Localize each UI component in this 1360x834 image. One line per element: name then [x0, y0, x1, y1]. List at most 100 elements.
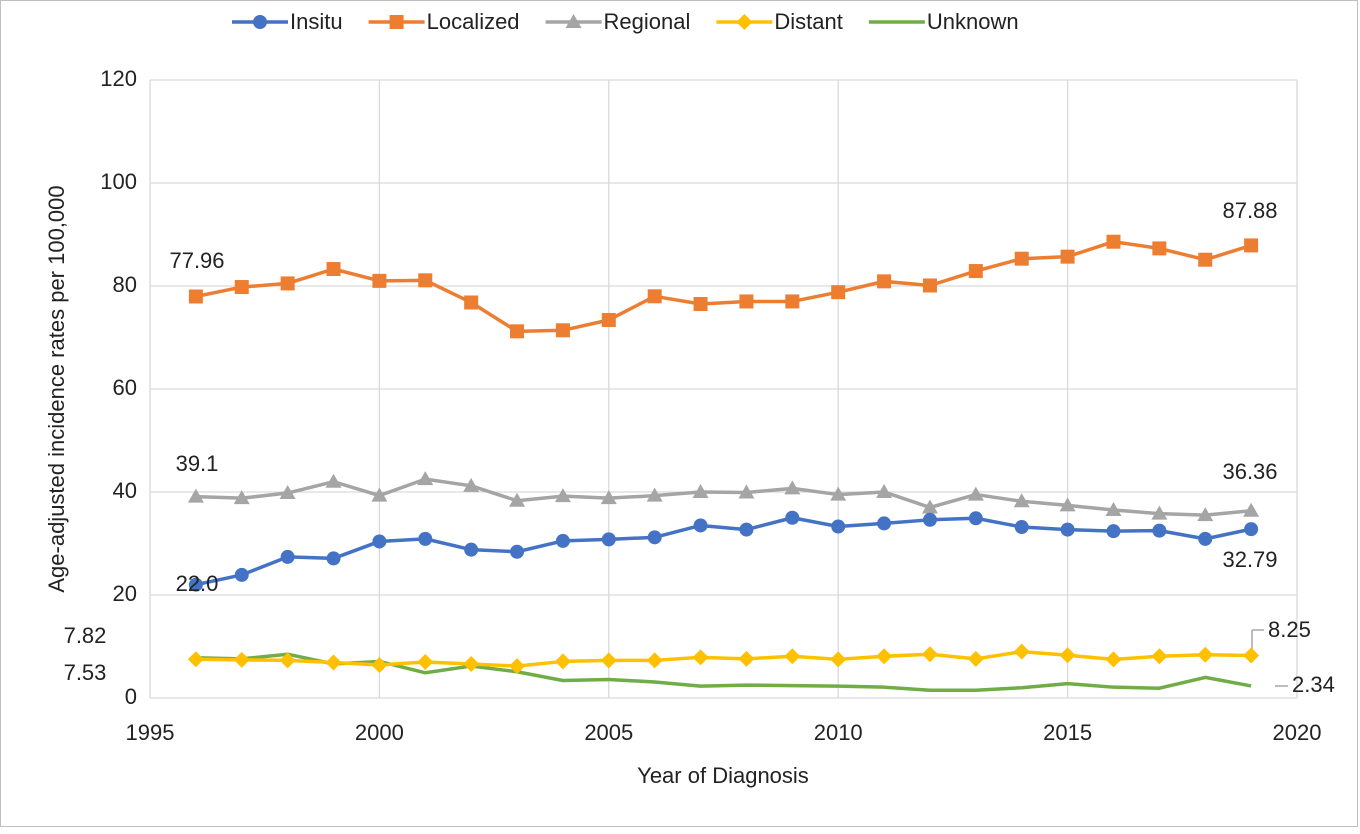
marker — [600, 652, 617, 669]
marker — [554, 653, 571, 670]
y-tick-label: 100 — [100, 169, 137, 194]
x-tick-label: 2015 — [1043, 720, 1092, 745]
marker — [234, 567, 249, 582]
series-line — [195, 477, 1252, 517]
marker — [1013, 493, 1030, 508]
marker — [371, 657, 388, 674]
marker — [253, 15, 267, 29]
marker — [646, 487, 663, 502]
marker — [1106, 524, 1121, 539]
marker — [554, 488, 571, 503]
marker — [1198, 531, 1213, 546]
marker — [509, 492, 526, 507]
data-label: 39.1 — [176, 451, 219, 476]
marker — [921, 646, 938, 663]
marker — [601, 532, 616, 547]
marker — [646, 652, 663, 669]
marker — [876, 484, 893, 498]
marker — [372, 273, 387, 288]
legend-label: Localized — [427, 9, 520, 34]
marker — [830, 651, 847, 668]
marker — [968, 264, 983, 279]
marker — [877, 516, 892, 531]
legend: Insitu Localized Regional Distant Unknown — [232, 9, 1019, 34]
y-axis-title: Age-adjusted incidence rates per 100,000 — [44, 185, 69, 592]
legend-item: Regional — [545, 9, 690, 34]
marker — [1152, 241, 1167, 256]
y-tick-label: 0 — [125, 684, 137, 709]
marker — [325, 473, 342, 488]
marker — [417, 471, 434, 486]
marker — [187, 488, 204, 503]
data-label: 77.96 — [169, 248, 224, 273]
marker — [647, 289, 662, 304]
marker — [326, 262, 341, 277]
data-label: 2.34 — [1292, 672, 1335, 697]
marker — [785, 294, 800, 309]
marker — [693, 518, 708, 533]
marker — [188, 289, 203, 304]
marker — [234, 280, 249, 295]
marker — [233, 651, 250, 668]
marker — [739, 522, 754, 537]
marker — [921, 499, 938, 514]
marker — [967, 486, 984, 501]
marker — [1197, 507, 1214, 522]
marker — [389, 15, 404, 29]
marker — [1152, 523, 1167, 538]
legend-item: Insitu — [232, 9, 343, 34]
marker — [968, 511, 983, 526]
marker — [1060, 249, 1075, 264]
series-line — [195, 649, 1252, 668]
marker — [280, 276, 295, 291]
marker — [830, 486, 847, 501]
marker — [785, 510, 800, 525]
data-label: 8.25 — [1268, 617, 1311, 642]
data-label: 32.79 — [1222, 547, 1277, 572]
marker — [418, 273, 433, 288]
marker — [1106, 234, 1121, 249]
marker — [738, 650, 755, 667]
marker — [187, 651, 204, 668]
y-tick-label: 120 — [100, 66, 137, 91]
marker — [738, 484, 755, 499]
marker — [279, 485, 296, 500]
marker — [463, 477, 480, 492]
marker — [371, 487, 388, 502]
marker — [418, 531, 433, 546]
data-label: 7.53 — [64, 660, 107, 685]
y-tick-label: 60 — [113, 375, 137, 400]
data-label: 7.82 — [64, 623, 107, 648]
x-tick-label: 2005 — [584, 720, 633, 745]
marker — [1197, 646, 1214, 663]
marker — [1060, 522, 1075, 537]
marker — [600, 490, 617, 505]
marker — [784, 648, 801, 665]
marker — [463, 656, 480, 673]
y-tick-label: 80 — [113, 272, 137, 297]
marker — [692, 649, 709, 666]
marker — [1244, 522, 1259, 537]
legend-label: Insitu — [290, 9, 343, 34]
marker — [692, 484, 709, 498]
x-tick-label: 2020 — [1273, 720, 1322, 745]
marker — [1198, 252, 1213, 267]
marker — [510, 324, 525, 339]
marker — [555, 323, 570, 338]
marker — [876, 648, 893, 665]
marker — [1059, 647, 1076, 664]
marker — [1244, 238, 1259, 253]
y-tick-label: 40 — [113, 478, 137, 503]
marker — [739, 294, 754, 309]
marker — [279, 652, 296, 669]
marker — [922, 278, 937, 293]
series-line — [195, 652, 1252, 693]
data-label: 36.36 — [1222, 459, 1277, 484]
marker — [1243, 502, 1260, 517]
marker — [1243, 647, 1260, 664]
marker — [647, 530, 662, 545]
x-tick-label: 1995 — [126, 720, 175, 745]
marker — [326, 551, 341, 566]
